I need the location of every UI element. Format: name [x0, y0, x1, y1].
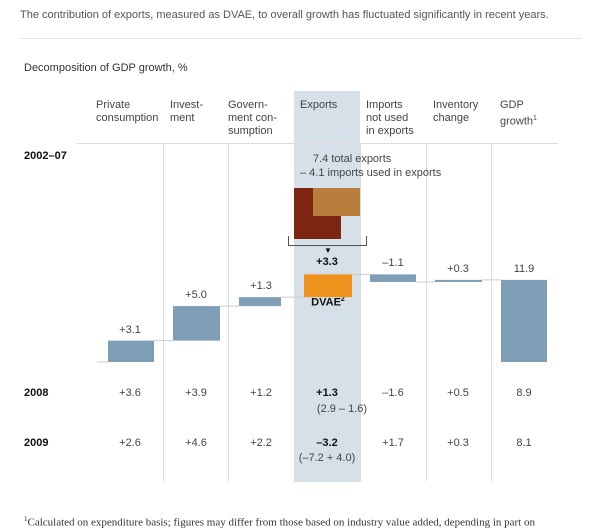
column-header-line: ment: [170, 112, 195, 124]
table-value: +3.9: [185, 387, 207, 399]
column-divider: [294, 143, 295, 481]
imports-used-square: [313, 188, 360, 216]
column-divider: [491, 143, 492, 481]
waterfall-bar: [108, 340, 154, 362]
top-divider: [20, 38, 582, 39]
bar-value-label: –1.1: [382, 257, 404, 269]
column-header-line: Inventory: [433, 99, 479, 111]
imports-used-text: – 4.1 imports used in exports: [300, 167, 442, 179]
column-header-line: Govern-: [228, 99, 268, 111]
column-header: GDP growth1: [500, 99, 537, 129]
header-rule: [77, 143, 558, 144]
waterfall-bar: [501, 279, 547, 362]
bar-value-label: 11.9: [513, 262, 535, 275]
waterfall-bar: [435, 279, 482, 282]
footnote-text: Calculated on expenditure basis; figures…: [27, 516, 536, 528]
table-value: +1.3: [316, 387, 338, 399]
column-header-line: ment con-: [228, 112, 277, 124]
column-divider: [163, 143, 164, 481]
dvae-footnote-marker: 2: [340, 296, 345, 303]
column-header: Exports: [300, 99, 337, 112]
arrow-down-icon: ▼: [324, 246, 332, 255]
footnote: 1Calculated on expenditure basis; figure…: [24, 515, 535, 528]
row-label-2002-07: 2002–07: [24, 150, 67, 162]
table-value: –1.6: [382, 387, 404, 399]
exports-detail-2009: (–7.2 + 4.0): [298, 452, 356, 464]
total-exports-text: 7.4 total exports: [313, 153, 392, 165]
waterfall-bar: [239, 297, 281, 307]
table-value: +1.2: [250, 387, 272, 399]
column-header: Invest-ment: [170, 99, 203, 125]
column-header: Imports not used in exports: [366, 99, 414, 138]
table-value: +2.2: [250, 437, 272, 449]
column-header: Govern-ment con-sumption: [228, 99, 277, 138]
exports-detail-2008: (2.9 – 1.6): [316, 403, 368, 415]
bar-value-label: +1.3: [250, 280, 272, 293]
table-value: +3.6: [119, 387, 141, 399]
bar-value-label: +0.3: [447, 262, 469, 275]
column-header-line: Imports: [366, 99, 403, 111]
dvae-bar: [304, 274, 352, 298]
waterfall-bar: [370, 274, 416, 282]
table-value: 8.1: [516, 437, 532, 449]
table-value: +4.6: [185, 437, 207, 449]
table-value: +0.5: [447, 387, 469, 399]
bracket: [288, 236, 367, 246]
column-header-line: in exports: [366, 125, 414, 137]
column-header: Inventory change: [433, 99, 478, 125]
bar-value-label: +3.3: [316, 256, 338, 268]
table-value: +2.6: [119, 437, 141, 449]
page-title: The contribution of exports, measured as…: [20, 9, 549, 21]
dvae-label: DVAE2: [304, 296, 352, 309]
table-value: +0.3: [447, 437, 469, 449]
column-header-line: Private: [96, 99, 131, 111]
column-header-line: growth1: [500, 115, 537, 128]
bar-value-label: +3.1: [119, 323, 141, 336]
table-value: +1.7: [382, 437, 404, 449]
row-label-2009: 2009: [24, 437, 49, 449]
waterfall-bar: [173, 306, 220, 341]
dvae-text: DVAE: [311, 296, 341, 309]
table-value: 8.9: [516, 387, 532, 399]
column-divider: [426, 143, 427, 481]
table-value: –3.2: [316, 437, 338, 449]
column-header-line: GDP: [500, 99, 524, 111]
footnote-marker: 1: [533, 115, 537, 122]
column-divider: [228, 143, 229, 481]
column-header-line: Exports: [300, 99, 338, 111]
column-header-line: Invest-: [170, 99, 204, 111]
bar-value-label: +5.0: [185, 289, 207, 302]
footnote-marker: 1: [24, 515, 28, 523]
column-header-line: not used: [366, 112, 409, 124]
column-header-line: sumption: [228, 125, 273, 137]
column-header-line: consumption: [96, 112, 159, 124]
column-header: Private consumption: [96, 99, 158, 125]
column-header-line: change: [433, 112, 470, 124]
row-label-2008: 2008: [24, 387, 49, 399]
chart-title: Decomposition of GDP growth, %: [24, 62, 188, 74]
column-divider: [360, 143, 361, 481]
